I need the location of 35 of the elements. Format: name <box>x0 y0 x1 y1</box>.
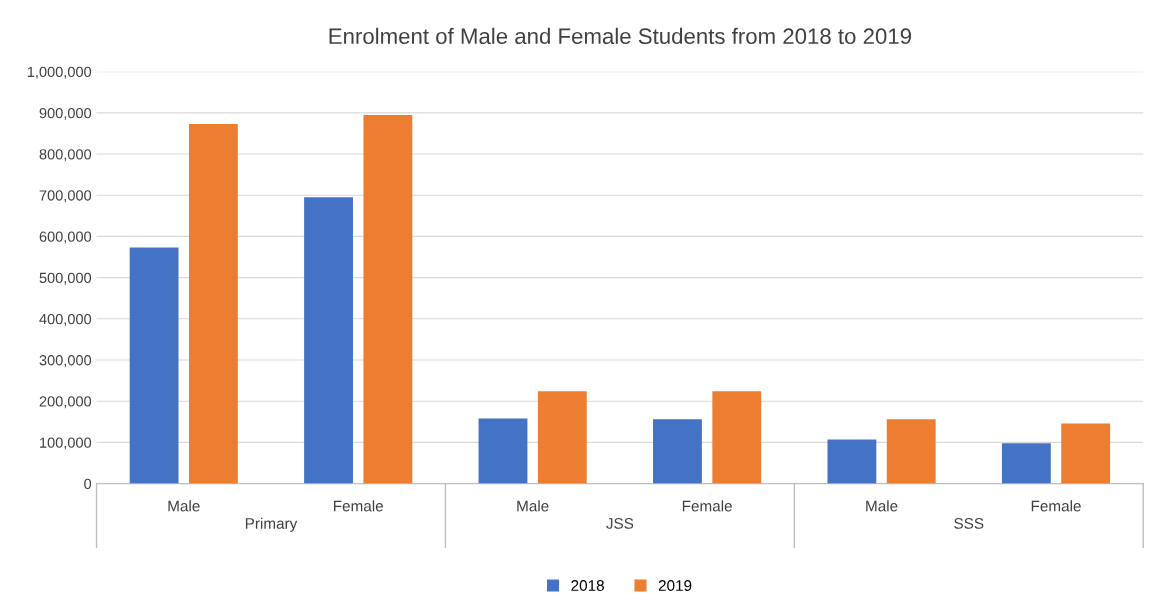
bar <box>129 247 179 484</box>
y-tick-label: 500,000 <box>39 272 92 285</box>
text: SSS <box>954 518 984 529</box>
bar <box>712 391 762 484</box>
x-tick-label: Female <box>682 500 732 512</box>
x-tick-label: Female <box>1031 500 1081 512</box>
y-tick-label: 300,000 <box>39 355 92 368</box>
y-tick-label: 900,000 <box>39 107 92 120</box>
bar <box>304 197 353 484</box>
bar <box>827 439 877 484</box>
legend-label: 2018 <box>571 580 604 591</box>
chart-title: Enrolment of Male and Female Students from 2018 to 2019 <box>329 27 911 45</box>
bar <box>1001 443 1051 484</box>
text: Primary <box>245 517 298 532</box>
x-tick-label: Male <box>517 500 549 512</box>
bar <box>886 419 936 484</box>
y-tick-label: 600,000 <box>39 231 92 244</box>
bar <box>1061 423 1111 484</box>
y-tick-label: 0 <box>84 478 92 489</box>
legend-label: 2019 <box>658 580 692 591</box>
bar <box>188 123 238 484</box>
y-tick-label: 400,000 <box>39 313 92 326</box>
y-tick-label: 100,000 <box>40 437 92 450</box>
bar <box>653 419 702 484</box>
x-tick-label: Female <box>333 500 383 512</box>
y-tick-label: 700,000 <box>39 190 92 203</box>
y-tick-label: 800,000 <box>39 149 92 162</box>
x-tick-label: Male <box>866 500 898 512</box>
y-tick-label: 200,000 <box>39 396 92 409</box>
bar <box>478 418 528 484</box>
x-tick-label: Male <box>168 500 200 512</box>
bar <box>363 114 413 484</box>
text: JSS <box>606 518 634 529</box>
bar <box>537 391 587 484</box>
y-tick-label: 1,000,000 <box>27 66 92 79</box>
